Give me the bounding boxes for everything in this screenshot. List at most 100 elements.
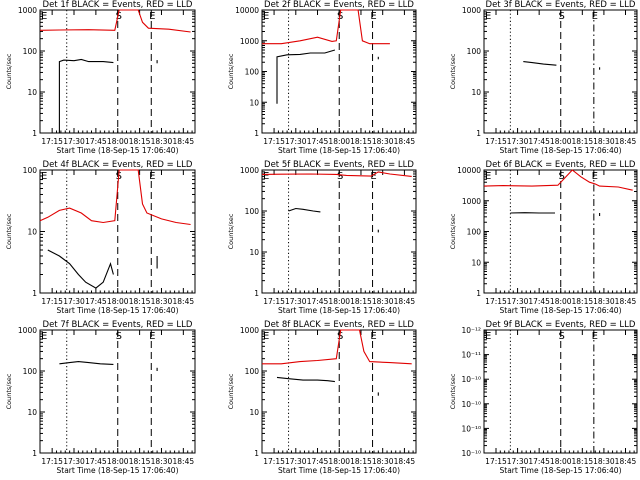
y-tick-label: 10000 [457,166,481,175]
event-marker-label: S [559,331,565,342]
start-edge-label: E [485,11,491,22]
lld-series-0 [39,9,191,33]
x-tick-label: 18:45 [173,137,195,146]
x-tick-label: 17:45 [307,457,329,466]
event-marker-label: E [149,331,155,342]
x-tick-label: 18:45 [615,297,637,306]
event-marker-label: E [592,11,598,22]
start-edge-label: E [485,171,491,182]
x-axis-label: Start Time (18-Sep-15 17:06:40) [500,146,622,155]
event-marker-label: E [149,11,155,22]
x-tick-label: 17:30 [285,457,307,466]
panel-title: Det 1f BLACK = Events, RED = LLD [43,0,193,10]
x-tick-label: 17:15 [263,297,285,306]
y-axis-label: Counts/sec [5,213,13,249]
x-axis-label: Start Time (18-Sep-15 17:06:40) [278,146,400,155]
y-tick-label: 10⁻¹¹ [461,351,481,360]
event-marker-label: E [592,171,598,182]
y-tick-label: 10 [471,88,481,97]
y-tick-label: 1000 [240,37,259,46]
y-tick-label: 10 [27,228,37,237]
event-marker-label: S [559,171,565,182]
panel-det-9: Det 9f BLACK = Events, RED = LLD Counts/s… [449,320,638,475]
y-tick-label: 100 [23,367,38,376]
y-tick-label: 10 [471,258,481,267]
y-tick-label: 1 [254,129,259,138]
panel-det-2: Det 2f BLACK = Events, RED = LLD Counts/s… [227,0,417,155]
x-tick-label: 18:45 [173,297,195,306]
x-tick-label: 18:30 [151,137,173,146]
panel-title: Det 8f BLACK = Events, RED = LLD [264,320,414,330]
x-axis-label: Start Time (18-Sep-15 17:06:40) [500,306,622,315]
panel-det-5: Det 5f BLACK = Events, RED = LLD Counts/s… [227,160,417,315]
y-tick-label: 1000 [462,197,481,206]
event-marker-label: E [370,171,376,182]
x-tick-label: 18:00 [107,297,129,306]
y-tick-label: 10 [27,408,37,417]
x-tick-label: 18:15 [572,297,594,306]
y-tick-label: 1000 [18,6,37,15]
x-tick-label: 17:30 [507,297,529,306]
start-edge-label: E [41,331,47,342]
x-tick-label: 17:45 [528,297,550,306]
panel-det-7: Det 7f BLACK = Events, RED = LLD Counts/s… [5,320,196,475]
y-tick-label: 10 [249,408,259,417]
y-tick-label: 10⁻¹⁰ [461,424,481,433]
panel-det-8: Det 8f BLACK = Events, RED = LLD Counts/s… [227,320,417,475]
x-tick-label: 17:15 [485,137,507,146]
lld-series-0 [262,329,412,365]
y-tick-label: 1000 [462,6,481,15]
x-tick-label: 18:00 [550,297,572,306]
panel-det-1: Det 1f BLACK = Events, RED = LLD Counts/s… [5,0,196,155]
event-marker-label: S [337,171,343,182]
events-series-1 [288,207,321,213]
x-tick-label: 18:30 [372,137,394,146]
event-marker-label: E [370,11,376,22]
x-tick-label: 18:45 [394,137,416,146]
x-tick-label: 17:15 [41,457,63,466]
y-tick-label: 1 [254,289,259,298]
y-tick-label: 1000 [18,326,37,335]
x-tick-label: 17:45 [85,457,107,466]
y-tick-label: 10⁻¹² [461,326,481,335]
x-axis-label: Start Time (18-Sep-15 17:06:40) [57,146,179,155]
x-tick-label: 18:15 [572,137,594,146]
y-tick-label: 1000 [240,326,259,335]
lld-series-0 [39,169,191,226]
y-axis-label: Counts/sec [449,373,457,409]
y-tick-label: 10000 [235,6,259,15]
y-tick-label: 10 [249,98,259,107]
y-tick-label: 1000 [240,166,259,175]
y-tick-label: 100 [245,207,260,216]
events-series-1 [47,249,114,289]
x-tick-label: 18:15 [129,297,151,306]
y-tick-label: 1 [476,289,481,298]
y-tick-label: 100 [245,68,260,77]
y-tick-label: 10 [27,88,37,97]
x-tick-label: 18:15 [350,297,372,306]
x-tick-label: 18:30 [151,297,173,306]
x-tick-label: 17:15 [263,137,285,146]
x-tick-label: 17:45 [85,297,107,306]
y-axis-label: Counts/sec [227,373,235,409]
y-tick-label: 10⁻¹⁰ [461,449,481,458]
x-tick-label: 18:30 [593,297,615,306]
x-tick-label: 17:30 [63,297,85,306]
x-tick-label: 18:00 [550,457,572,466]
events-series-0 [523,61,557,66]
y-tick-label: 1 [32,129,37,138]
y-axis-label: Counts/sec [5,53,13,89]
x-tick-label: 18:30 [151,457,173,466]
x-tick-label: 18:00 [107,457,129,466]
events-series-1 [276,376,335,383]
y-axis-label: Counts/sec [449,53,457,89]
x-tick-label: 17:15 [485,297,507,306]
panel-det-4: Det 4f BLACK = Events, RED = LLD Counts/s… [5,160,196,315]
x-tick-label: 18:30 [593,137,615,146]
x-tick-label: 17:30 [507,457,529,466]
x-tick-label: 18:30 [372,457,394,466]
x-tick-label: 17:30 [285,137,307,146]
panel-title: Det 4f BLACK = Events, RED = LLD [43,160,193,170]
event-marker-label: S [116,331,122,342]
panel-title: Det 6f BLACK = Events, RED = LLD [486,160,636,170]
